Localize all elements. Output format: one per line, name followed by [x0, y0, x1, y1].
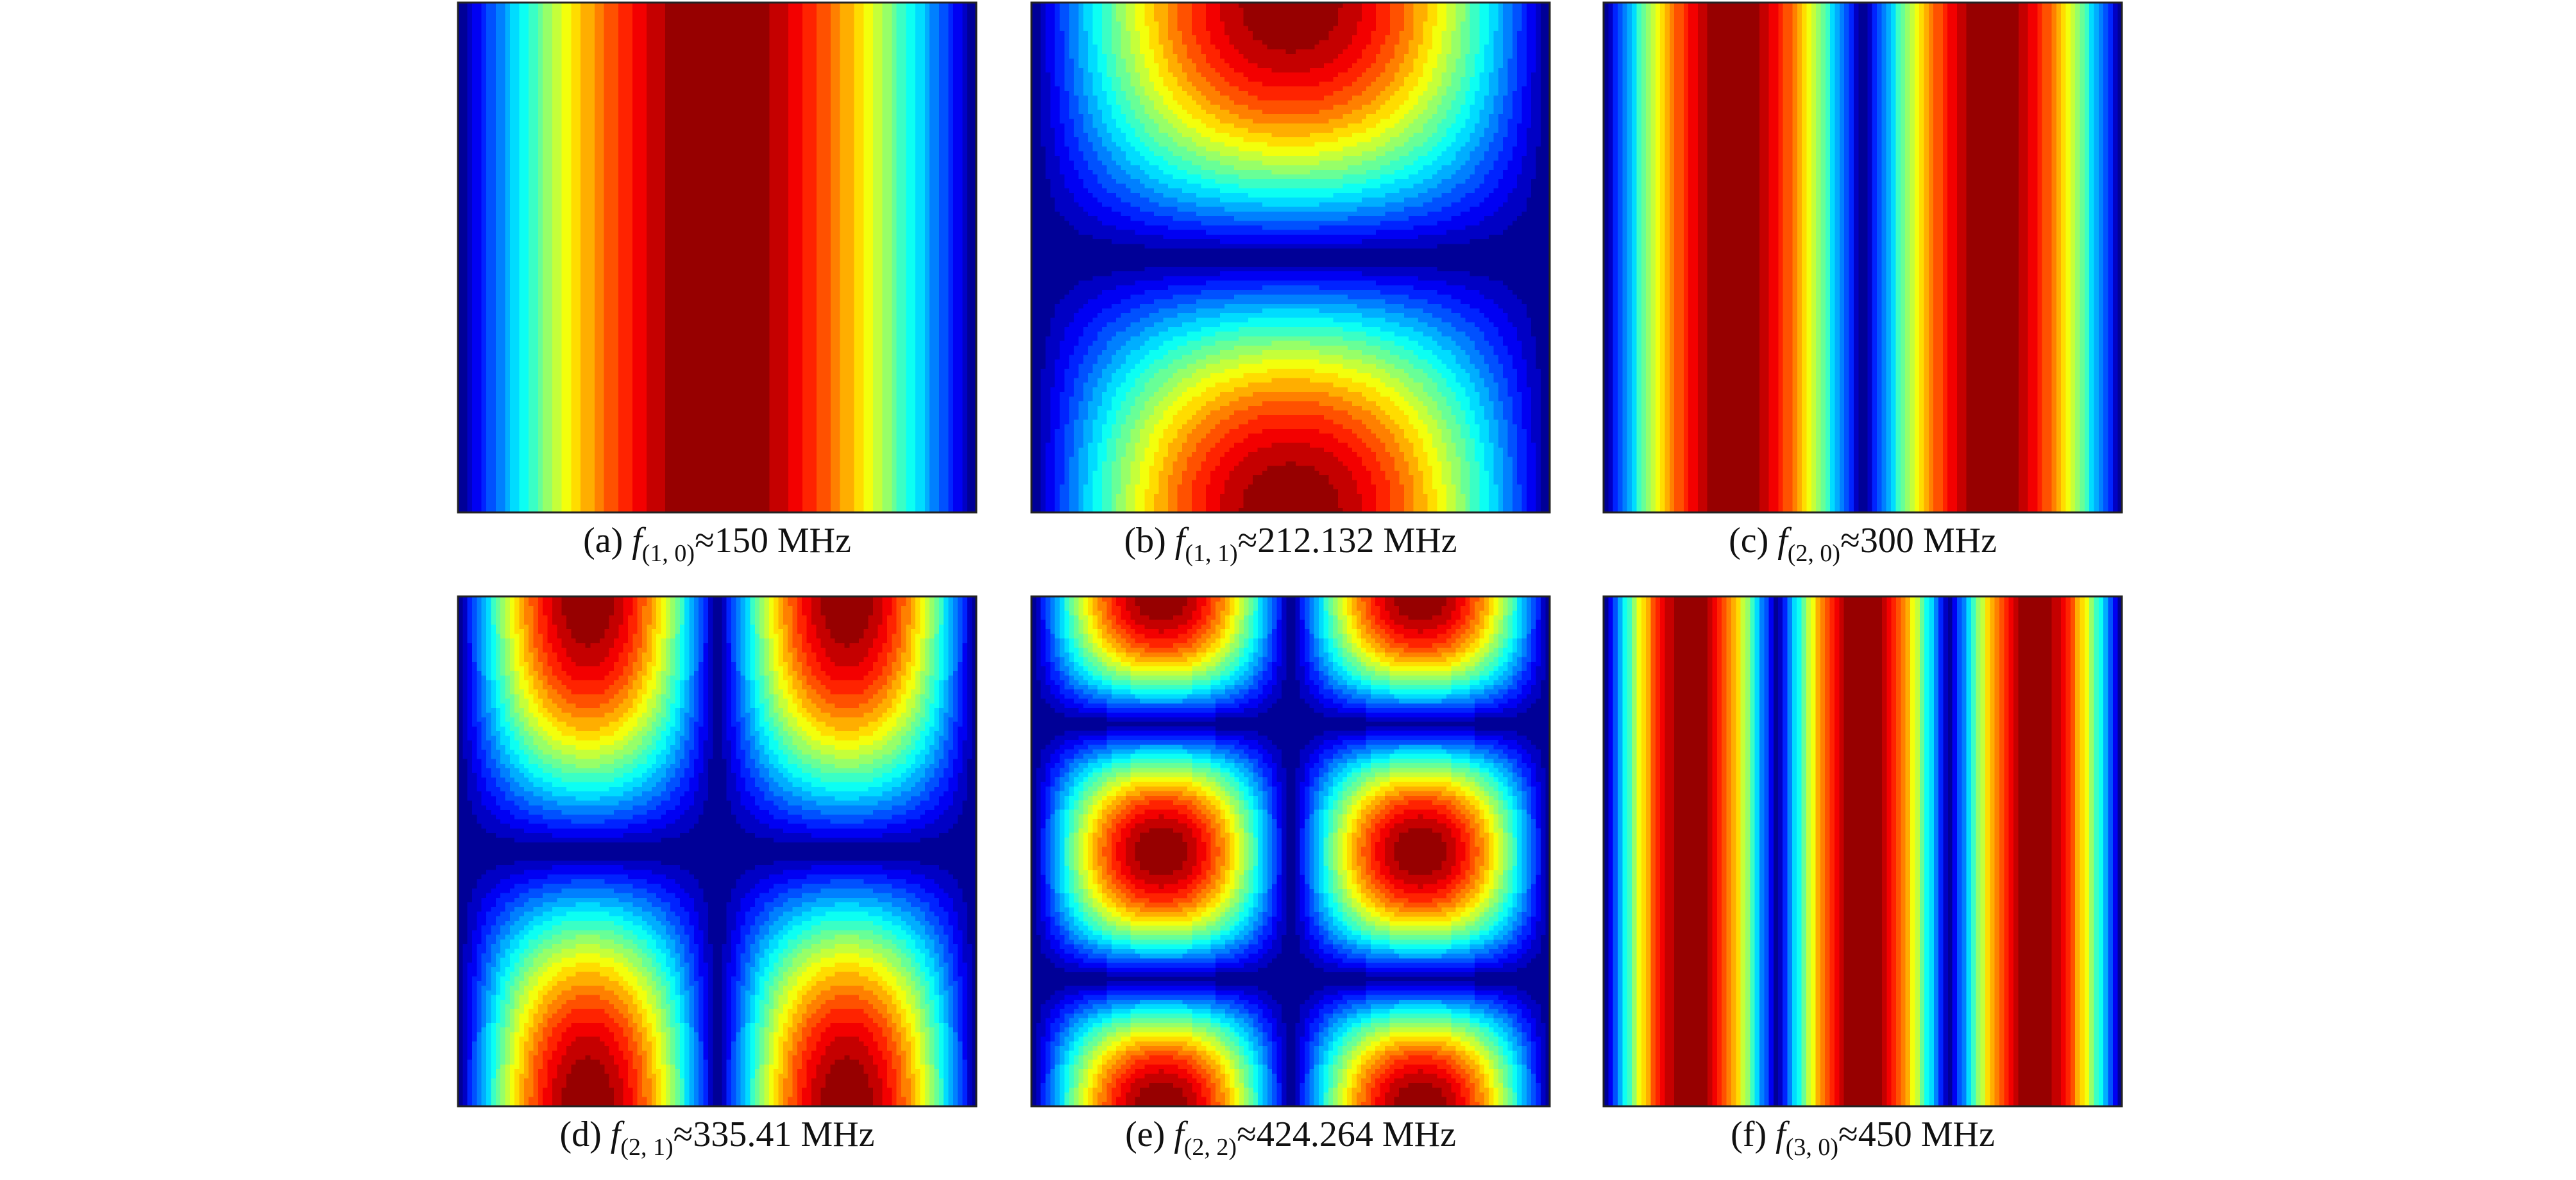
- panel-border: [457, 1, 978, 514]
- panel-border: [1030, 595, 1551, 1108]
- caption-subscript: (1, 1): [1185, 540, 1237, 567]
- field-level: [1707, 3, 2019, 513]
- caption-label: (b): [1124, 521, 1166, 560]
- field-level: [665, 3, 770, 513]
- mode-panel: (a) f(1, 0)≈150 MHz: [457, 1, 978, 567]
- field-level: [1674, 596, 2052, 1107]
- field-level: [514, 596, 920, 1107]
- field-level: [1144, 3, 1437, 513]
- caption: (e) f(2, 2)≈424.264 MHz: [1125, 1115, 1456, 1161]
- field-level: [646, 3, 788, 513]
- field-level: [1125, 596, 1456, 1107]
- caption-value: ≈150 MHz: [695, 521, 851, 560]
- field-level: [1604, 3, 2123, 513]
- field-level: [458, 596, 977, 1107]
- caption: (d) f(2, 1)≈335.41 MHz: [560, 1115, 875, 1161]
- caption: (c) f(2, 0)≈300 MHz: [1729, 521, 1997, 567]
- mode-panel: (c) f(2, 0)≈300 MHz: [1602, 1, 2123, 567]
- panel-border: [457, 595, 978, 1108]
- caption: (f) f(3, 0)≈450 MHz: [1731, 1115, 1995, 1161]
- caption-subscript: (1, 0): [642, 540, 695, 567]
- panel-border: [1030, 1, 1551, 514]
- mode-panel: (b) f(1, 1)≈212.132 MHz: [1030, 1, 1551, 567]
- field-level: [1646, 596, 2080, 1107]
- caption: (b) f(1, 1)≈212.132 MHz: [1124, 521, 1457, 567]
- field-level: [1688, 3, 2038, 513]
- caption-value: ≈212.132 MHz: [1238, 521, 1457, 560]
- field-level: [1102, 596, 1480, 1107]
- caption-label: (e): [1125, 1115, 1165, 1154]
- field-level: [1031, 596, 1550, 1107]
- mode-panel: (e) f(2, 2)≈424.264 MHz: [1030, 595, 1551, 1161]
- caption-label: (a): [583, 521, 623, 560]
- caption-subscript: (2, 1): [620, 1134, 673, 1161]
- caption-subscript: (2, 2): [1184, 1134, 1237, 1161]
- caption-label: (c): [1729, 521, 1768, 560]
- caption-value: ≈300 MHz: [1840, 521, 1997, 560]
- caption-subscript: (2, 0): [1788, 540, 1840, 567]
- panel-border: [1602, 1, 2123, 514]
- field-level: [1632, 596, 2094, 1107]
- field-level: [1697, 3, 2028, 513]
- caption: (a) f(1, 0)≈150 MHz: [583, 521, 851, 567]
- panel-border: [1602, 595, 2123, 1108]
- field-level: [1135, 3, 1446, 513]
- caption-label: (f): [1731, 1115, 1767, 1154]
- caption-value: ≈424.264 MHz: [1237, 1115, 1456, 1154]
- field-level: [1191, 3, 1390, 513]
- field-level: [1177, 3, 1404, 513]
- caption-label: (d): [560, 1115, 602, 1154]
- field-level: [1205, 3, 1376, 513]
- field-level: [1031, 3, 1550, 513]
- caption-subscript: (3, 0): [1786, 1134, 1838, 1161]
- mode-panel: (f) f(3, 0)≈450 MHz: [1602, 595, 2123, 1161]
- caption-value: ≈335.41 MHz: [674, 1115, 875, 1154]
- caption-value: ≈450 MHz: [1838, 1115, 1995, 1154]
- mode-panel: (d) f(2, 1)≈335.41 MHz: [457, 595, 978, 1161]
